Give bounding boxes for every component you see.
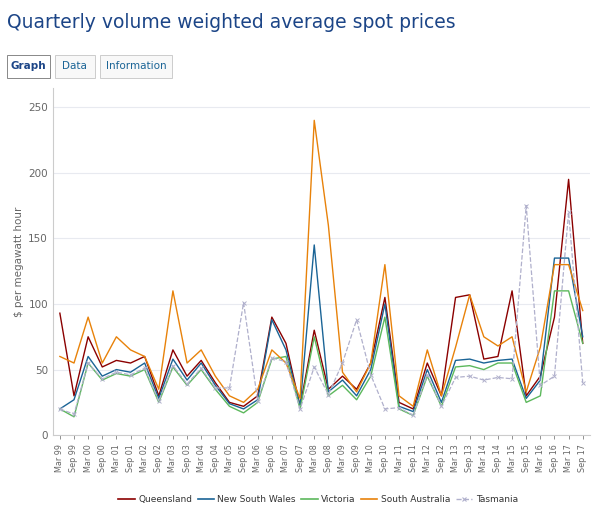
Bar [55, 55, 95, 78]
Bar [100, 55, 172, 78]
Text: Graph: Graph [11, 61, 46, 71]
Text: Data: Data [62, 61, 87, 71]
Text: Information: Information [106, 61, 166, 71]
Bar [7, 55, 50, 78]
Y-axis label: $ per megawatt hour: $ per megawatt hour [14, 206, 24, 317]
Legend: Queensland, New South Wales, Victoria, South Australia, Tasmania: Queensland, New South Wales, Victoria, S… [115, 492, 521, 508]
Text: Quarterly volume weighted average spot prices: Quarterly volume weighted average spot p… [7, 13, 456, 32]
